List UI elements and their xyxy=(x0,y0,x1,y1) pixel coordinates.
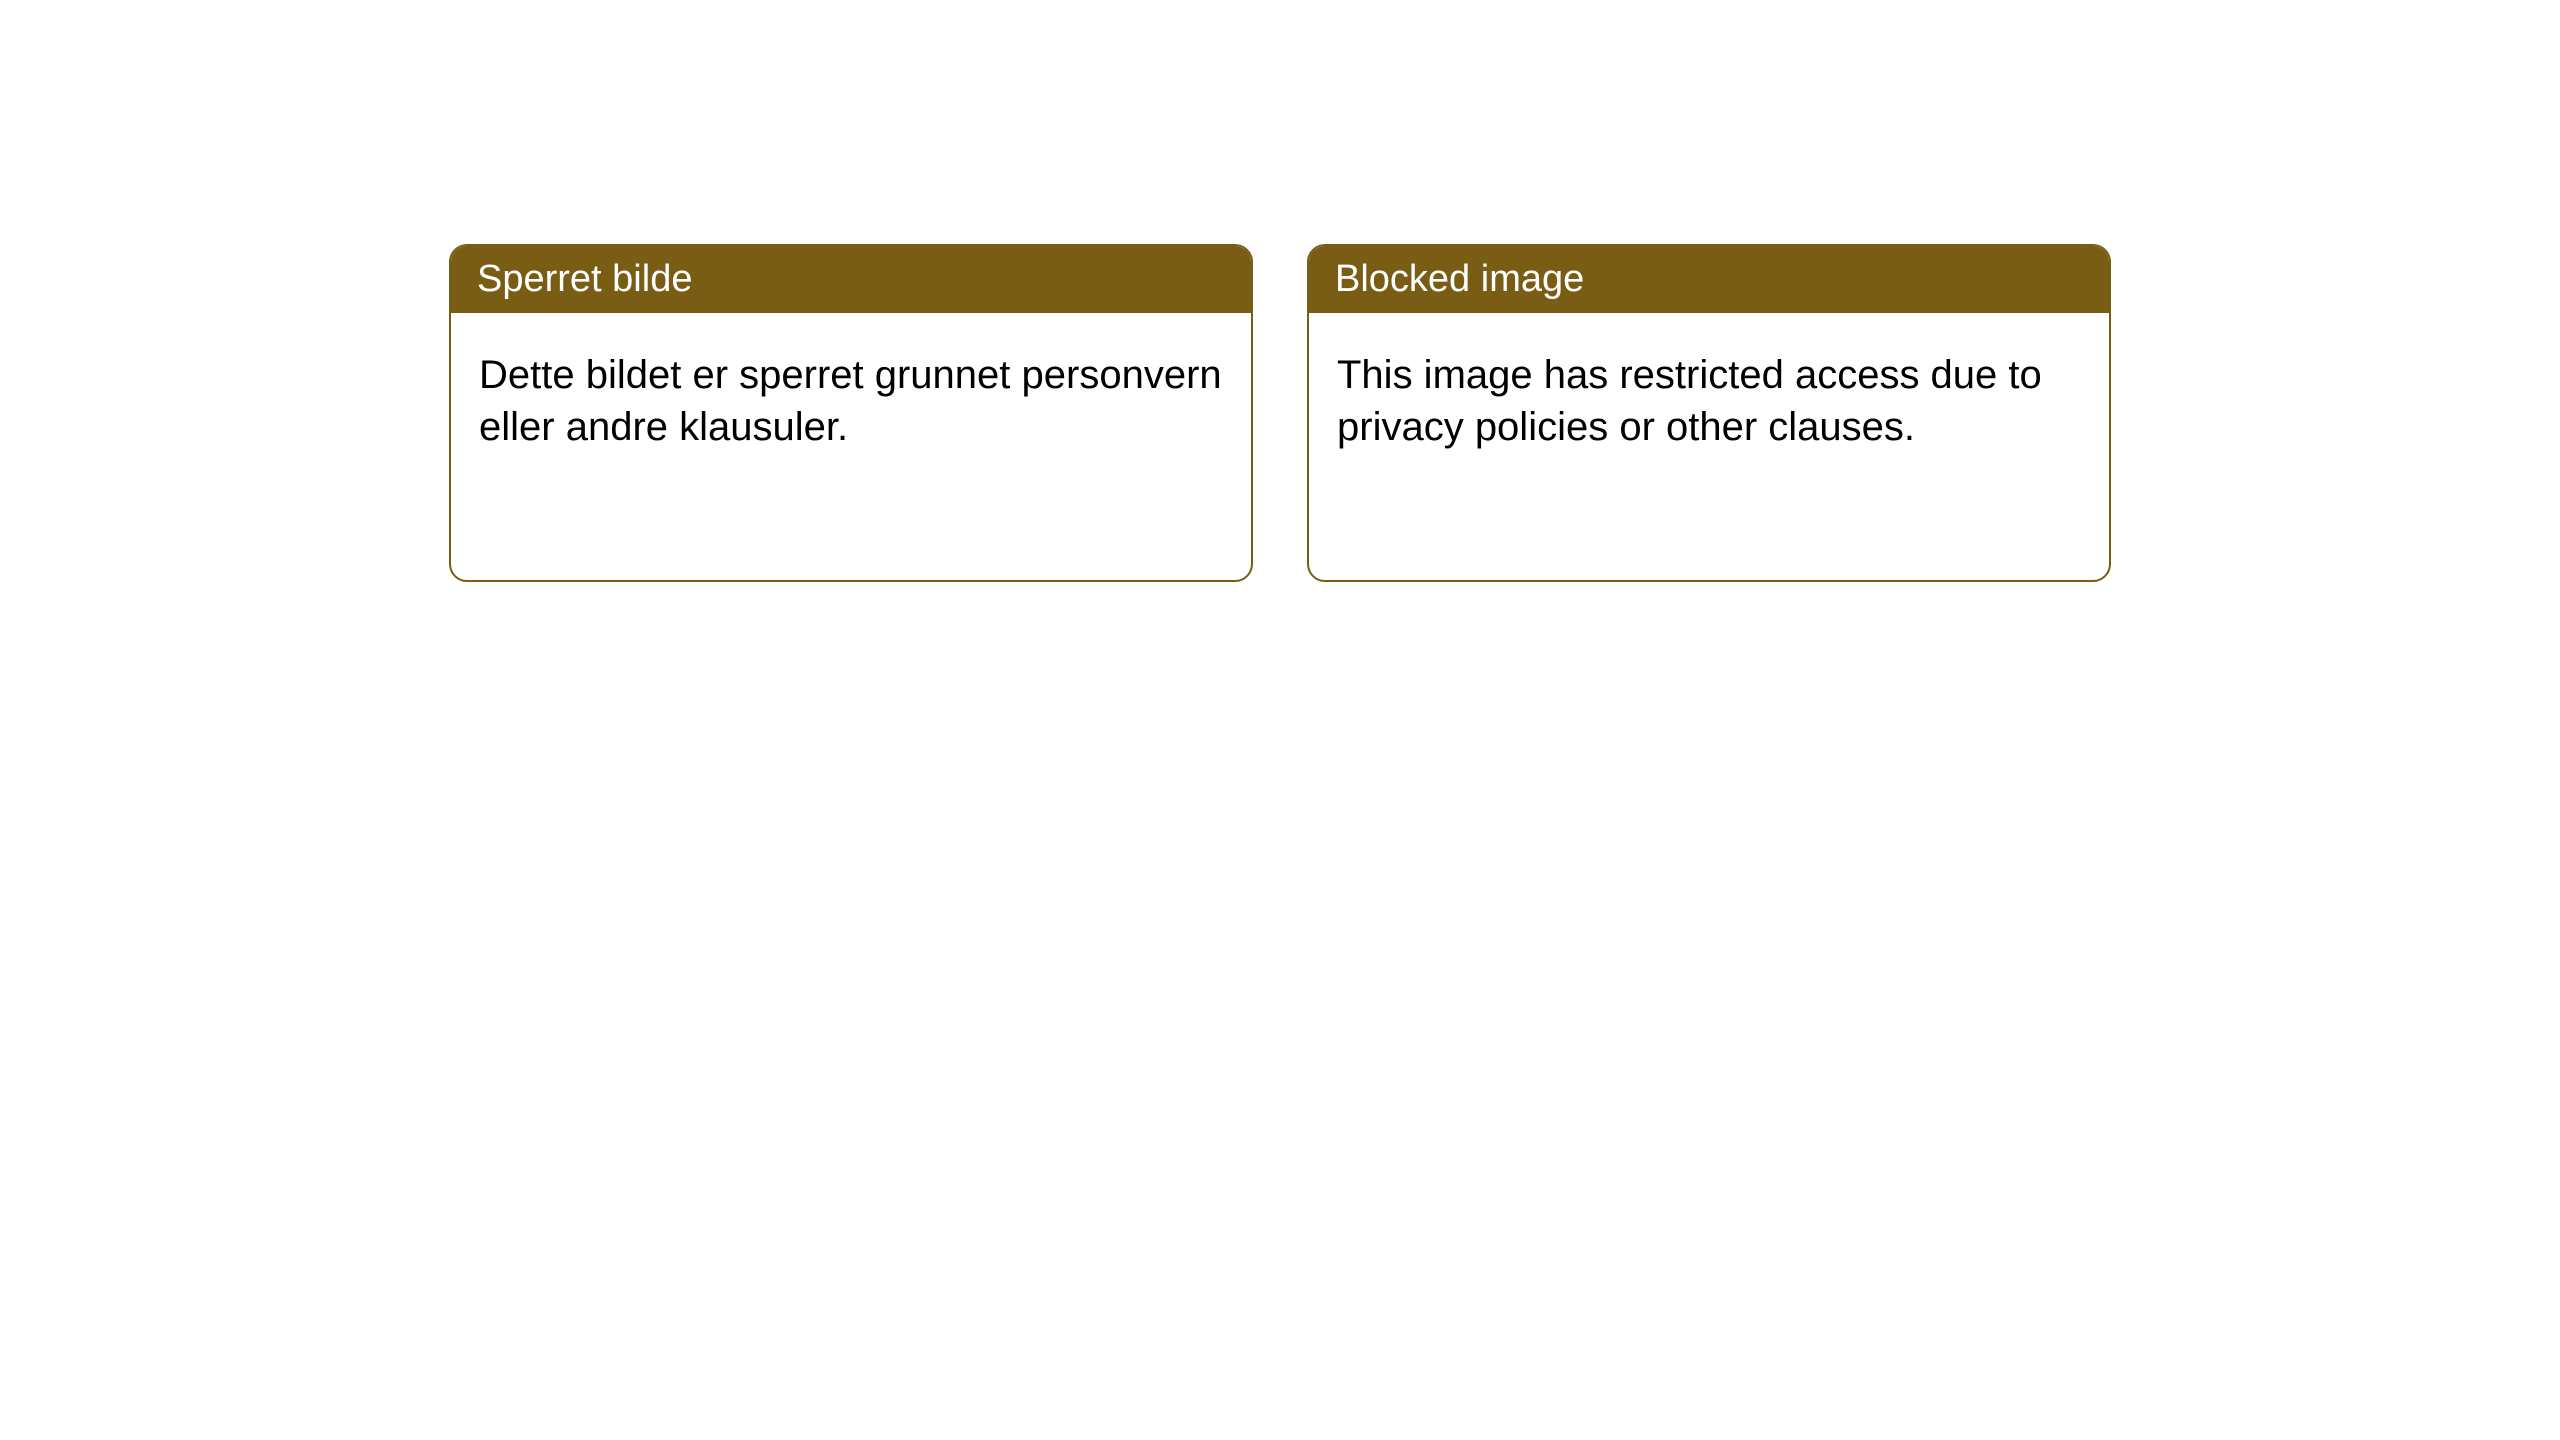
card-body: This image has restricted access due to … xyxy=(1309,313,2109,489)
card-title: Blocked image xyxy=(1309,246,2109,313)
notice-card-english: Blocked image This image has restricted … xyxy=(1307,244,2111,582)
notice-container: Sperret bilde Dette bildet er sperret gr… xyxy=(0,0,2560,582)
card-title: Sperret bilde xyxy=(451,246,1251,313)
card-body: Dette bildet er sperret grunnet personve… xyxy=(451,313,1251,489)
notice-card-norwegian: Sperret bilde Dette bildet er sperret gr… xyxy=(449,244,1253,582)
